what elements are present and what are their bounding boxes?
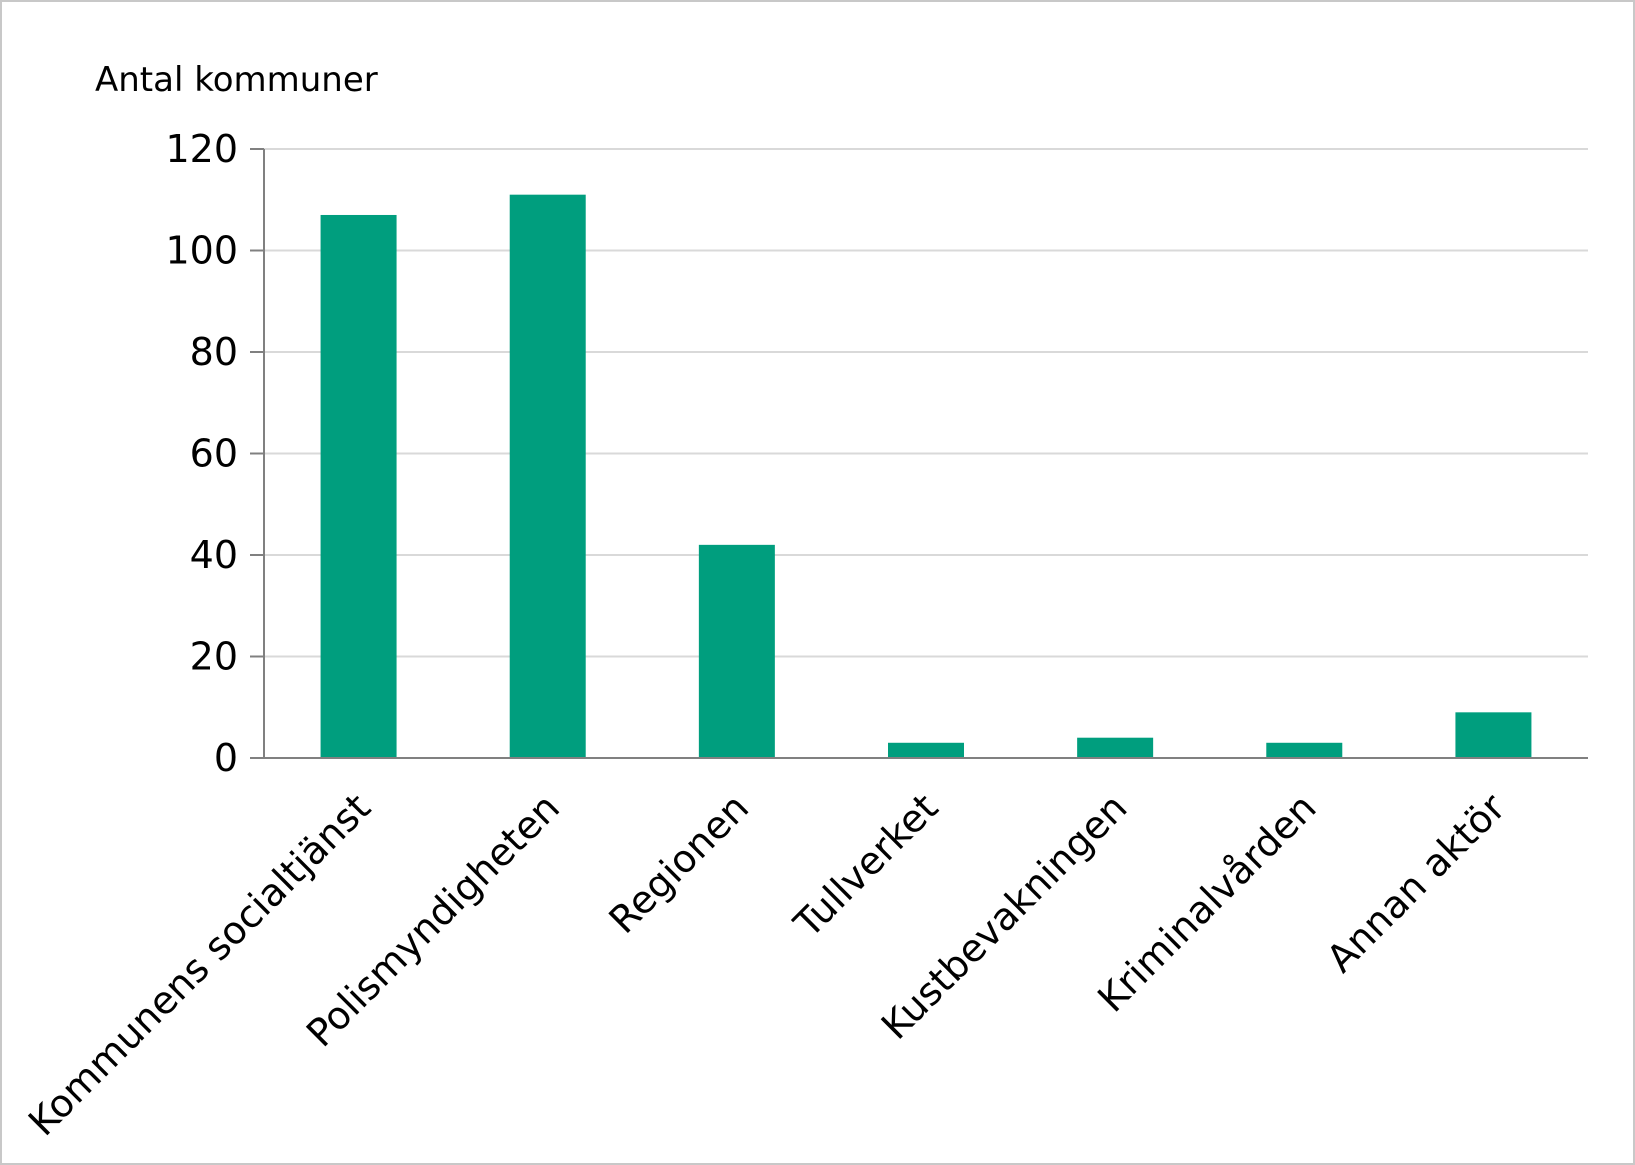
y-tick-labels: 0 20 40 60 80 100 120: [165, 127, 238, 780]
bar: [320, 214, 397, 759]
bars: [320, 194, 1532, 759]
y-tick-label: 0: [214, 736, 238, 780]
y-tick-label: 40: [190, 533, 238, 577]
x-tick-label: Kommunens socialtjänst: [20, 785, 379, 1144]
x-tick-label: Regionen: [601, 785, 758, 942]
bar: [698, 544, 775, 758]
y-tick-label: 80: [190, 330, 238, 374]
bar: [509, 194, 586, 759]
bar: [1077, 737, 1154, 758]
bar: [1266, 742, 1343, 758]
gridlines: [250, 148, 1588, 759]
y-tick-label: 120: [165, 127, 238, 171]
y-tick-label: 100: [165, 229, 238, 273]
y-axis-title: Antal kommuner: [95, 60, 378, 100]
y-tick-label: 60: [190, 432, 238, 476]
x-tick-label: Tullverket: [785, 785, 946, 946]
bar: [888, 742, 964, 758]
axes: [250, 149, 1588, 759]
y-tick-label: 20: [190, 635, 238, 679]
x-tick-label: Annan aktör: [1318, 785, 1514, 981]
bar: [1455, 712, 1532, 758]
